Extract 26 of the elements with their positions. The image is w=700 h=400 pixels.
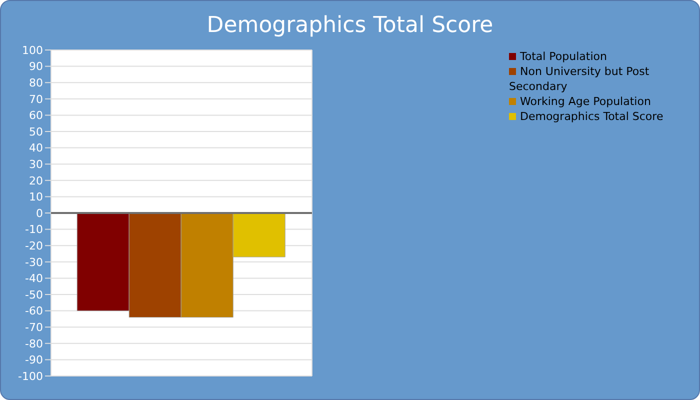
y-tick-label: -10 bbox=[25, 223, 43, 236]
y-tick-label: -50 bbox=[25, 288, 43, 302]
y-tick-label: -20 bbox=[25, 240, 43, 253]
y-tick-label: -70 bbox=[25, 321, 43, 334]
y-tick-label: -100 bbox=[18, 370, 43, 383]
y-tick-label: 50 bbox=[29, 125, 43, 138]
y-tick-label: 20 bbox=[29, 174, 43, 188]
legend-label: Demographics Total Score bbox=[520, 110, 664, 123]
y-tick-label: 90 bbox=[29, 60, 43, 74]
y-tick-label: 0 bbox=[36, 206, 43, 220]
y-tick-label: -30 bbox=[25, 256, 43, 269]
chart-title: Demographics Total Score bbox=[206, 13, 494, 38]
y-tick-label: 40 bbox=[29, 142, 43, 155]
legend-label: Non University but Post Secondary bbox=[509, 65, 650, 93]
legend-label: Working Age Population bbox=[520, 95, 651, 108]
y-tick-label: 30 bbox=[29, 158, 43, 172]
y-tick-label: -40 bbox=[25, 272, 43, 286]
y-tick-label: 10 bbox=[29, 190, 43, 204]
y-tick-label: -60 bbox=[25, 304, 43, 318]
y-tick-label: 80 bbox=[29, 76, 43, 90]
y-tick-label: -90 bbox=[25, 354, 43, 367]
y-tick-label: -80 bbox=[25, 337, 43, 350]
legend-label: Total Population bbox=[520, 50, 607, 63]
y-tick-label: 70 bbox=[29, 92, 43, 106]
y-tick-label: 100 bbox=[22, 44, 43, 57]
y-tick-label: 60 bbox=[29, 109, 43, 122]
